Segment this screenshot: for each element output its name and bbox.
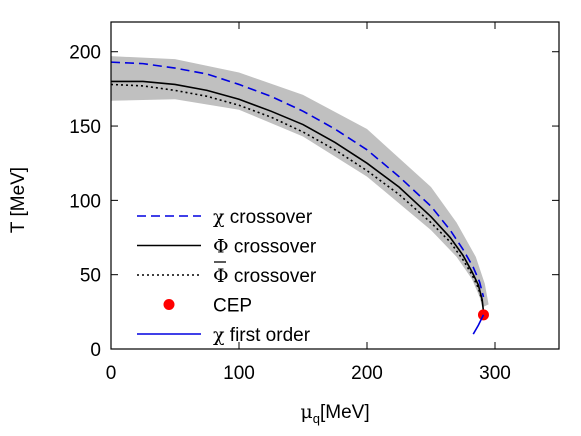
legend-symbol-4: χ (213, 324, 225, 346)
legend-suffix-0: crossover (225, 207, 313, 228)
y-tick-label: 150 (69, 117, 101, 138)
legend-label-4: χ first order (213, 324, 311, 346)
legend-label-2: Φ crossover (213, 265, 317, 287)
legend-suffix-1: crossover (229, 237, 317, 258)
legend-suffix-2: crossover (229, 266, 317, 287)
legend-label-3: CEP (213, 296, 252, 317)
legend-suffix-3: CEP (213, 296, 252, 317)
plot-frame (110, 21, 560, 350)
legend-swatch-3 (163, 299, 175, 310)
legend-label-1: Φ crossover (213, 236, 317, 258)
x-axis-label: μq[MeV] (300, 401, 369, 426)
legend-suffix-4: first order (225, 325, 311, 346)
x-axis-label-symbol: μ (300, 401, 312, 423)
ticks-layer: 0 100 200 300 0 50 100 150 200 (69, 22, 559, 384)
x-axis-label-subscript: q (313, 411, 320, 426)
y-tick-label: 100 (69, 191, 101, 212)
x-tick-label: 100 (223, 363, 255, 384)
x-tick-label: 0 (106, 363, 117, 384)
y-tick-label: 50 (80, 266, 101, 287)
series-4-line (472, 314, 485, 335)
series-layer (110, 61, 489, 335)
x-axis-label-unit: [MeV] (320, 402, 370, 423)
series-2-line (110, 83, 483, 302)
y-tick-label: 0 (90, 340, 101, 361)
axis-labels: T [MeV] μq[MeV] (8, 167, 370, 426)
y-axis-label: T [MeV] (8, 167, 29, 233)
legend-symbol-0: χ (213, 206, 225, 228)
legend-label-0: χ crossover (213, 206, 313, 228)
series-1-line (111, 80, 485, 312)
legend-symbol-2: Φ (213, 265, 229, 287)
y-tick-label: 200 (69, 43, 101, 64)
x-tick-label: 300 (479, 363, 511, 384)
legend-symbol-1: Φ (213, 236, 229, 258)
x-tick-label: 200 (351, 363, 383, 384)
series-0-line (110, 61, 485, 298)
